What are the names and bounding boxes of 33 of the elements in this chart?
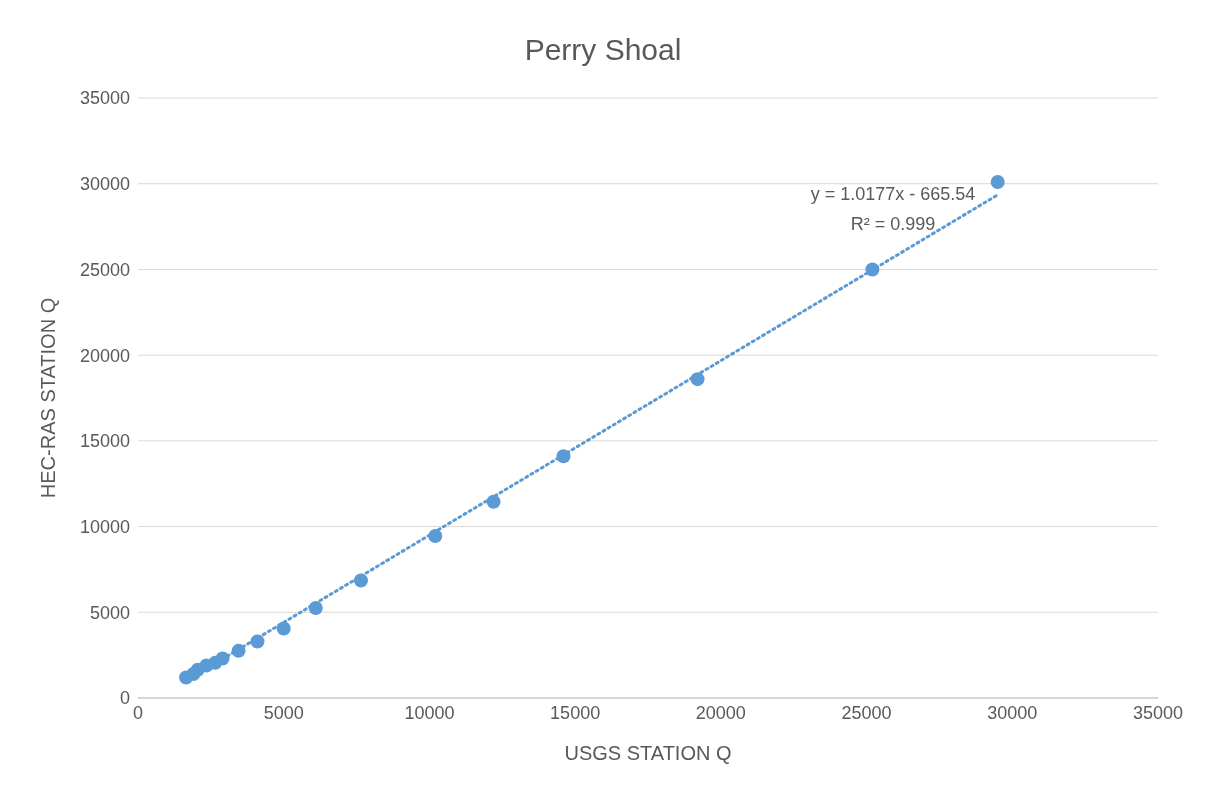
point	[276, 621, 291, 636]
x-tick-label: 25000	[841, 702, 892, 723]
x-tick-label: 10000	[404, 702, 455, 723]
point	[215, 651, 230, 666]
point	[990, 175, 1005, 189]
x-tick-label: 30000	[987, 702, 1038, 723]
x-tick-label: 15000	[550, 702, 601, 723]
point	[690, 372, 705, 387]
point	[486, 494, 501, 509]
x-tick-label: 0	[132, 702, 144, 723]
point	[308, 601, 323, 615]
point	[250, 634, 265, 649]
x-tick-label: 5000	[263, 702, 304, 723]
y-axis-title: HEC-RAS STATION Q	[37, 297, 60, 499]
point	[353, 573, 368, 588]
chart-title: Perry Shoal	[523, 33, 683, 67]
y-tick-label: 25000	[79, 259, 130, 280]
y-tick-label: 35000	[79, 88, 130, 109]
y-tick-label: 15000	[79, 431, 130, 452]
y-tick-label: 20000	[79, 345, 130, 366]
annotation: R² = 0.999	[850, 214, 936, 234]
annotation: y = 1.0177x - 665.54	[810, 184, 976, 204]
point	[428, 529, 443, 543]
point	[231, 643, 246, 658]
x-tick-label: 20000	[695, 702, 746, 723]
y-tick-label: 0	[119, 688, 130, 709]
y-tick-label: 5000	[89, 602, 130, 623]
y-tick-label: 10000	[79, 516, 130, 537]
x-axis-title: USGS STATION Q	[564, 742, 732, 764]
y-tick-label: 30000	[79, 174, 130, 195]
point	[556, 449, 571, 464]
point	[865, 262, 880, 277]
x-tick-label: 35000	[1132, 702, 1184, 723]
